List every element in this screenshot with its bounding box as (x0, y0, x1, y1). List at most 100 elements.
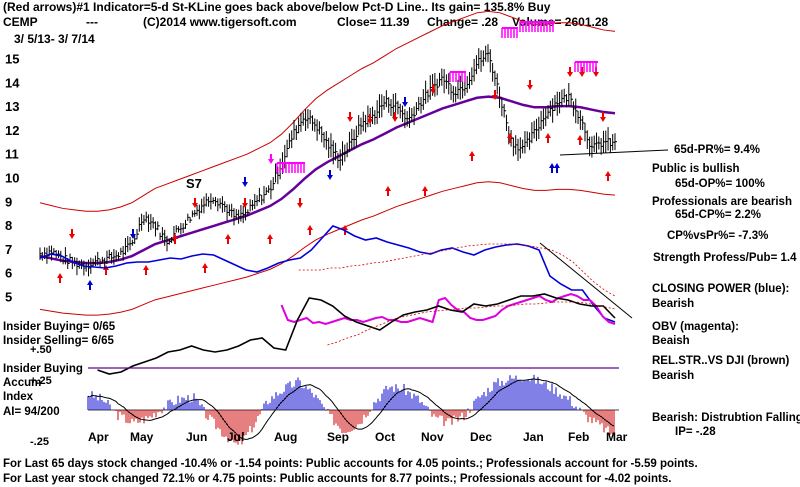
buy-arrow-head (143, 265, 149, 270)
sell-arrow-head (130, 234, 136, 239)
buy-arrow-head (549, 163, 555, 168)
close-value: Close= 11.39 (337, 15, 410, 29)
buy-arrow-head (307, 225, 313, 230)
buy-arrow-head (577, 135, 583, 140)
cpvspr-label: CP%vsPr%= -7.3% (667, 230, 768, 242)
sell-arrow-head (593, 72, 599, 77)
ai-label: AI= 94/200 (3, 406, 60, 418)
y-tick-label: 14 (5, 75, 20, 90)
y-axis-ticks: 5 6 7 8 9 10 11 12 13 14 15 (5, 52, 20, 305)
y-tick-label: 8 (5, 218, 12, 233)
sell-arrow-head (268, 159, 274, 164)
sell-arrow-head (327, 175, 333, 180)
accum-plus50: +.50 (30, 344, 52, 356)
x-tick-label: Mar (606, 430, 628, 444)
x-tick-label: Nov (421, 430, 444, 444)
x-tick-label: Feb (568, 430, 589, 444)
x-tick-label: Apr (88, 430, 109, 444)
closing-power-ma-line (298, 243, 616, 297)
pr65-label: 65d-PR%= 9.4% (674, 144, 760, 156)
buy-arrow-head (385, 186, 391, 191)
closing-power-label: CLOSING POWER (blue): (652, 283, 789, 295)
insider-selling-label: Insider Selling= 6/65 (3, 335, 114, 347)
y-tick-label: 10 (5, 171, 19, 186)
y-tick-label: 12 (5, 123, 19, 138)
cp65-label: 65d-CP%= 2.2% (675, 209, 761, 221)
public-bullish-label: Public is bullish (652, 163, 740, 175)
footer-line-2: For Last year stock changed 72.1% or 4.7… (3, 473, 671, 485)
accum-plus25: +.25 (30, 375, 52, 387)
accum-minus25: -.25 (30, 436, 49, 448)
symbol: CEMP (3, 15, 38, 29)
prof-bearish-label: Professionals are bearish (652, 196, 792, 208)
obv-value: Beaish (652, 335, 690, 347)
x-tick-label: Sep (327, 430, 349, 444)
y-tick-label: 5 (5, 290, 12, 305)
sell-arrow-head (69, 234, 75, 239)
sell-arrow-head (492, 95, 498, 100)
sell-arrow-head (527, 85, 533, 90)
buy-arrow-head (267, 234, 273, 239)
relative-strength-line (97, 293, 616, 375)
y-tick-label: 7 (5, 242, 12, 257)
y-tick-label: 11 (5, 147, 19, 162)
buy-arrow-head (202, 263, 208, 268)
price-bars (39, 44, 617, 277)
relstr-label: REL.STR..VS DJI (brown) (652, 355, 790, 367)
x-tick-label: Aug (274, 430, 297, 444)
obv-ma-line (327, 301, 616, 346)
obv-line (280, 292, 616, 326)
sell-arrow-head (392, 117, 398, 122)
sell-arrow-head (192, 203, 198, 208)
x-tick-label: Jul (227, 430, 244, 444)
sell-arrow-head (430, 89, 436, 94)
sell-arrow-head (367, 119, 373, 124)
change-value: Change= .28 (427, 15, 498, 29)
date-range: 3/ 5/13- 3/ 7/14 (14, 32, 95, 46)
buy-arrow-head (57, 273, 63, 278)
y-tick-label: 6 (5, 266, 12, 281)
footer-line-1: For Last 65 days stock changed -10.4% or… (3, 458, 698, 470)
sell-arrow-head (347, 117, 353, 122)
y-tick-label: 13 (5, 99, 19, 114)
buy-arrow-head (605, 171, 611, 176)
price-band (39, 10, 616, 316)
sell-arrow-head (579, 72, 585, 77)
sell-arrow-head (402, 102, 408, 107)
sell-arrow-head (600, 117, 606, 122)
buy-arrow-head (469, 151, 475, 156)
x-tick-label: Jan (523, 430, 544, 444)
accum-label: Accum (3, 377, 41, 389)
relstr-value: Bearish (652, 370, 694, 382)
closing-power-line (39, 225, 616, 323)
index-label: Index (3, 391, 34, 403)
insider-buying-label-2: Insider Buying (3, 363, 83, 375)
x-tick-label: Jun (186, 430, 207, 444)
y-tick-label: 9 (5, 194, 12, 209)
x-tick-label: May (130, 430, 154, 444)
pr65-pointer (559, 149, 669, 156)
upper-band-line (39, 10, 616, 212)
dashes: --- (86, 15, 98, 29)
closing-power-value: Bearish (652, 298, 694, 310)
x-tick-label: Dec (470, 430, 492, 444)
s7-label: S7 (186, 176, 202, 191)
op65-label: 65d-OP%= 100% (675, 178, 765, 190)
buy-arrow-head (172, 234, 178, 239)
signal-arrows (57, 21, 611, 290)
moving-average-line (39, 95, 616, 265)
sell-arrow-head (567, 72, 573, 77)
sell-arrow-head (297, 203, 303, 208)
ip-label: IP= -.28 (675, 426, 716, 438)
buy-arrow-head (422, 186, 428, 191)
buy-arrow-head (87, 280, 93, 285)
lower-band-line (39, 181, 616, 316)
buy-arrow-head (342, 225, 348, 230)
obv-label: OBV (magenta): (652, 321, 739, 333)
y-tick-label: 15 (5, 52, 19, 67)
sell-arrow-head (242, 203, 248, 208)
header-indicator-line: (Red arrows)#1 Indicator=5-d St-KLine go… (3, 0, 551, 14)
accum-index-ma-line (87, 378, 615, 440)
